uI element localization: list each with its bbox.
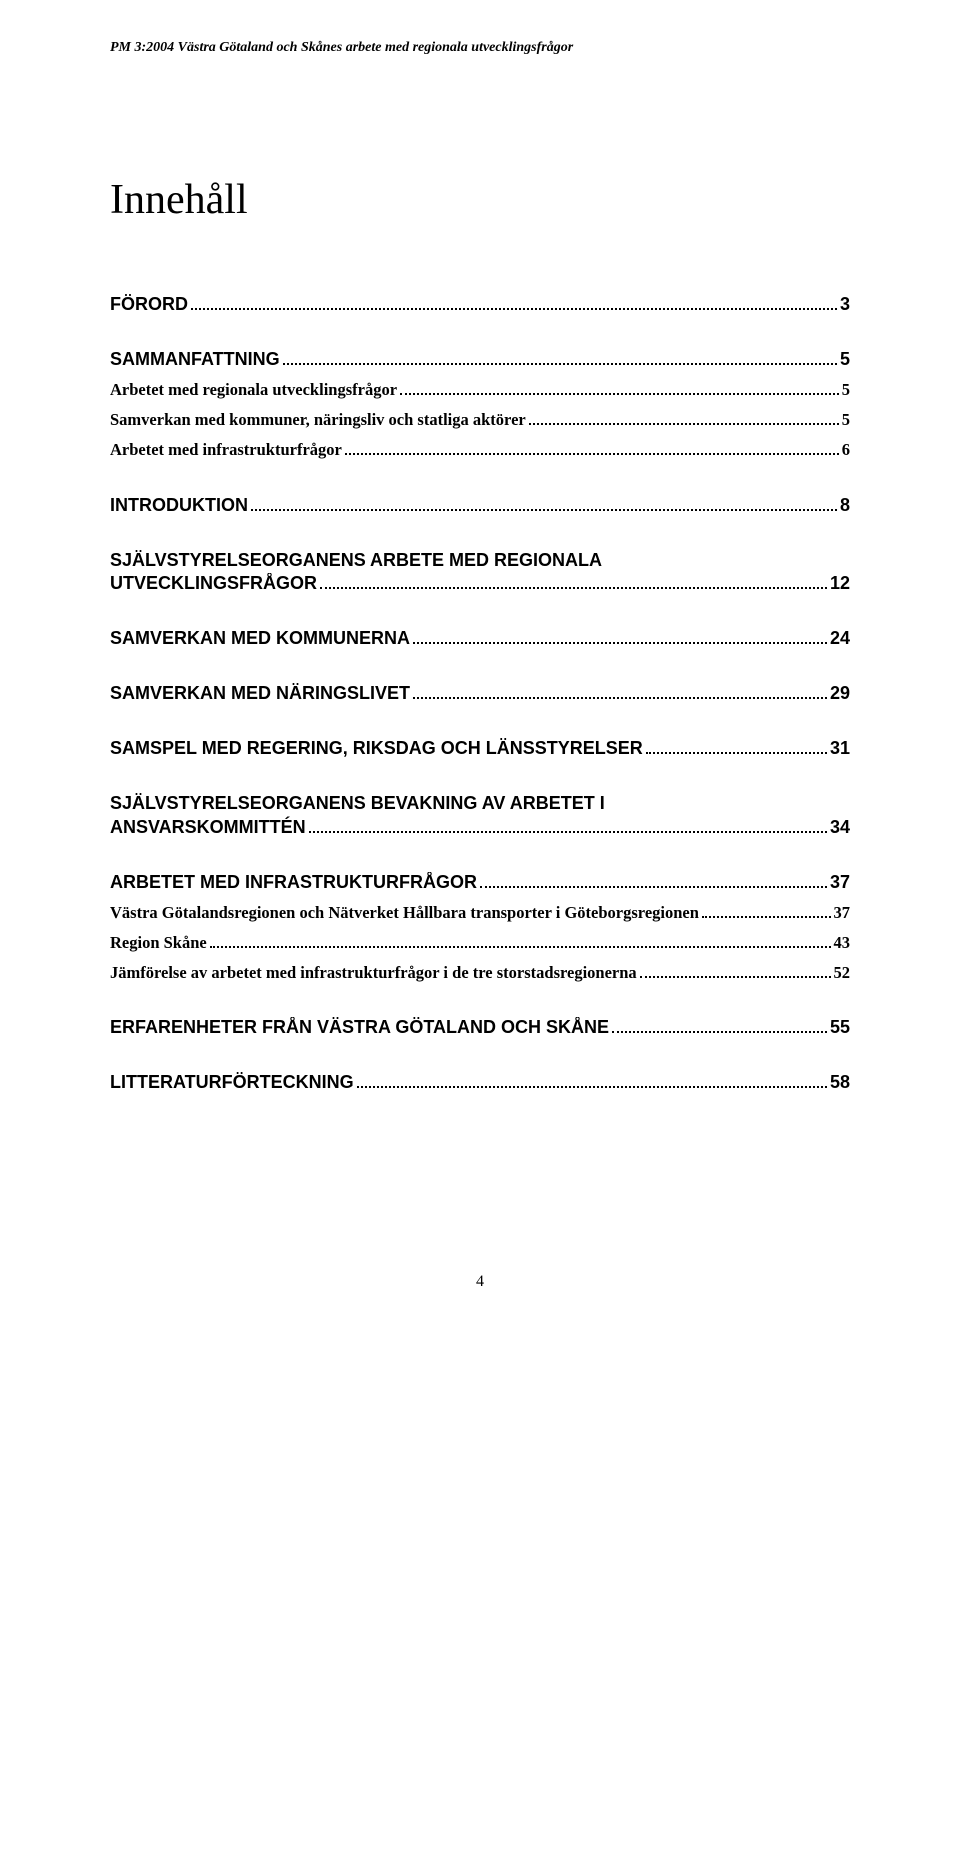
toc-page: 37 [830, 872, 850, 893]
toc-entry: Jämförelse av arbetet med infrastrukturf… [110, 963, 850, 983]
toc-leader [480, 872, 827, 888]
toc-label: INTRODUKTION [110, 495, 248, 516]
toc-leader [413, 628, 827, 644]
toc-entry: SAMSPEL MED REGERING, RIKSDAG OCH LÄNSST… [110, 738, 850, 759]
toc-page: 55 [830, 1017, 850, 1038]
toc-entry: Samverkan med kommuner, näringsliv och s… [110, 410, 850, 430]
toc-label: Arbetet med infrastrukturfrågor [110, 440, 342, 460]
page-number: 4 [110, 1273, 850, 1291]
toc-page: 5 [842, 380, 850, 400]
toc-entry: Arbetet med regionala utvecklingsfrågor 5 [110, 380, 850, 400]
toc-leader [251, 494, 837, 510]
toc-label: Arbetet med regionala utvecklingsfrågor [110, 380, 397, 400]
toc-page: 34 [830, 817, 850, 838]
toc-leader [345, 441, 839, 456]
table-of-contents: FÖRORD3SAMMANFATTNING5Arbetet med region… [110, 294, 850, 1093]
toc-entry: SAMMANFATTNING 5 [110, 349, 850, 370]
toc-label: UTVECKLINGSFRÅGOR [110, 573, 317, 594]
toc-label: ARBETET MED INFRASTRUKTURFRÅGOR [110, 872, 477, 893]
toc-entry: LITTERATURFÖRTECKNING 58 [110, 1072, 850, 1093]
toc-entry: SAMVERKAN MED KOMMUNERNA 24 [110, 628, 850, 649]
toc-leader [529, 411, 839, 426]
toc-page: 24 [830, 628, 850, 649]
toc-leader [646, 738, 827, 754]
toc-entry: ARBETET MED INFRASTRUKTURFRÅGOR 37 [110, 872, 850, 893]
toc-page: 3 [840, 294, 850, 315]
toc-entry: INTRODUKTION 8 [110, 494, 850, 515]
toc-page: 12 [830, 573, 850, 594]
toc-leader [357, 1072, 827, 1088]
toc-page: 5 [842, 410, 850, 430]
toc-page: 29 [830, 683, 850, 704]
toc-label: Västra Götalandsregionen och Nätverket H… [110, 903, 699, 923]
toc-leader [283, 349, 837, 365]
toc-page: 8 [840, 495, 850, 516]
toc-leader [702, 903, 831, 918]
toc-entry: Västra Götalandsregionen och Nätverket H… [110, 903, 850, 923]
toc-entry: ANSVARSKOMMITTÉN 34 [110, 816, 850, 837]
toc-leader [309, 816, 827, 832]
toc-label: ERFARENHETER FRÅN VÄSTRA GÖTALAND OCH SK… [110, 1017, 609, 1038]
toc-leader [640, 963, 831, 978]
toc-entry: SJÄLVSTYRELSEORGANENS BEVAKNING AV ARBET… [110, 793, 850, 814]
toc-page: 37 [834, 903, 851, 923]
toc-leader [400, 381, 839, 396]
toc-leader [210, 933, 831, 948]
toc-page: 31 [830, 738, 850, 759]
toc-label: SAMMANFATTNING [110, 349, 280, 370]
toc-label: Samverkan med kommuner, näringsliv och s… [110, 410, 526, 430]
toc-leader [191, 294, 837, 310]
toc-entry: SJÄLVSTYRELSEORGANENS ARBETE MED REGIONA… [110, 550, 850, 571]
page-title: Innehåll [110, 176, 850, 224]
toc-entry: Arbetet med infrastrukturfrågor 6 [110, 440, 850, 460]
toc-leader [413, 683, 827, 699]
toc-page: 58 [830, 1072, 850, 1093]
toc-page: 43 [834, 933, 851, 953]
toc-entry: ERFARENHETER FRÅN VÄSTRA GÖTALAND OCH SK… [110, 1017, 850, 1038]
toc-label: SAMVERKAN MED NÄRINGSLIVET [110, 683, 410, 704]
toc-page: 6 [842, 440, 850, 460]
toc-label: ANSVARSKOMMITTÉN [110, 817, 306, 838]
toc-label: FÖRORD [110, 294, 188, 315]
toc-label: SAMVERKAN MED KOMMUNERNA [110, 628, 410, 649]
toc-label: Jämförelse av arbetet med infrastrukturf… [110, 963, 637, 983]
running-header: PM 3:2004 Västra Götaland och Skånes arb… [110, 40, 850, 56]
toc-page: 5 [840, 349, 850, 370]
toc-entry: UTVECKLINGSFRÅGOR 12 [110, 573, 850, 594]
toc-page: 52 [834, 963, 851, 983]
toc-label: SAMSPEL MED REGERING, RIKSDAG OCH LÄNSST… [110, 738, 643, 759]
toc-entry: Region Skåne 43 [110, 933, 850, 953]
toc-label: LITTERATURFÖRTECKNING [110, 1072, 354, 1093]
toc-entry: FÖRORD 3 [110, 294, 850, 315]
toc-leader [612, 1017, 827, 1033]
toc-leader [320, 573, 827, 589]
toc-label: Region Skåne [110, 933, 207, 953]
toc-entry: SAMVERKAN MED NÄRINGSLIVET 29 [110, 683, 850, 704]
